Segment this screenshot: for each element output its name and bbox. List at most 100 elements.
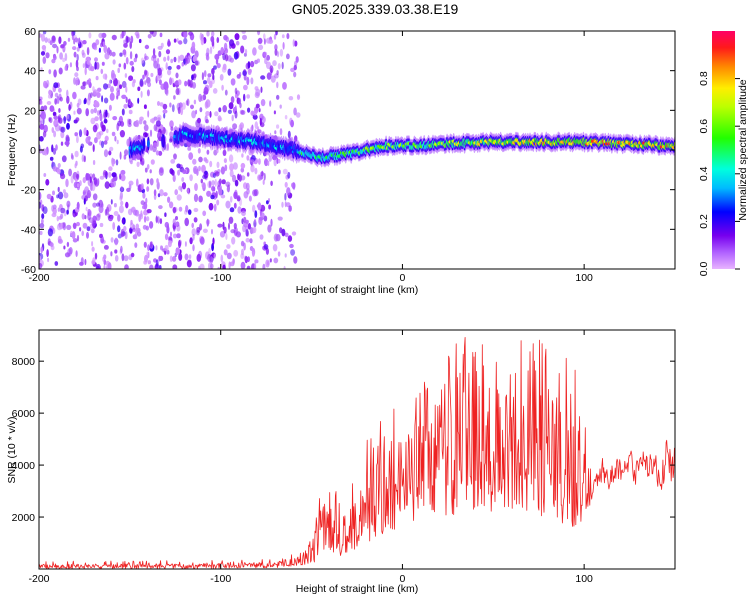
heatmap-cell bbox=[201, 164, 206, 173]
heatmap-cell bbox=[224, 164, 228, 172]
heatmap-cell bbox=[53, 69, 57, 78]
heatmap-cell bbox=[241, 218, 244, 225]
heatmap-cell bbox=[143, 124, 149, 132]
heatmap-cell bbox=[245, 229, 249, 237]
heatmap-cell bbox=[159, 102, 164, 107]
heatmap-cell bbox=[255, 103, 260, 109]
heatmap-cell bbox=[90, 108, 94, 114]
heatmap-cell bbox=[149, 221, 154, 229]
heatmap-cell bbox=[233, 249, 239, 257]
heatmap-cell bbox=[60, 173, 66, 180]
heatmap-cell bbox=[44, 37, 48, 43]
heatmap-cell bbox=[117, 120, 122, 127]
heatmap-cell bbox=[279, 128, 283, 136]
heatmap-cell bbox=[101, 203, 104, 208]
heatmap-cell bbox=[196, 253, 202, 262]
heatmap-cell bbox=[95, 263, 101, 269]
heatmap-cell bbox=[291, 231, 297, 236]
heatmap-cell bbox=[143, 120, 147, 125]
heatmap-cell bbox=[83, 127, 87, 136]
heatmap-cell bbox=[76, 183, 80, 188]
heatmap-cell bbox=[109, 49, 112, 57]
heatmap-cell bbox=[198, 165, 201, 172]
x-tick-label: 0 bbox=[400, 573, 406, 585]
heatmap-cell bbox=[159, 32, 163, 38]
heatmap-cell bbox=[216, 63, 221, 69]
heatmap-cell bbox=[94, 137, 98, 144]
heatmap-cell bbox=[206, 149, 210, 155]
heatmap-cell bbox=[173, 38, 177, 43]
heatmap-cell bbox=[170, 58, 174, 64]
heatmap-cell bbox=[198, 265, 201, 269]
heatmap-cell bbox=[94, 100, 100, 108]
heatmap-cell bbox=[72, 222, 77, 229]
heatmap-cell bbox=[259, 117, 262, 126]
heatmap-cell bbox=[270, 180, 273, 186]
heatmap-cell bbox=[92, 202, 97, 208]
heatmap-cell bbox=[182, 169, 187, 174]
heatmap-cell bbox=[147, 140, 150, 148]
heatmap-cell bbox=[136, 211, 139, 216]
heatmap-cell bbox=[199, 263, 205, 269]
heatmap-cell bbox=[64, 65, 68, 71]
heatmap-cell bbox=[209, 46, 213, 55]
heatmap-cell bbox=[92, 173, 96, 181]
heatmap-cell bbox=[184, 241, 187, 247]
heatmap-cell bbox=[206, 31, 210, 37]
heatmap-cell bbox=[276, 70, 279, 76]
heatmap-cell bbox=[194, 183, 198, 191]
heatmap-cell bbox=[284, 181, 288, 188]
heatmap-cell bbox=[111, 51, 116, 57]
heatmap-cell bbox=[43, 173, 47, 177]
heatmap-cell bbox=[94, 57, 98, 62]
heatmap-cell bbox=[211, 31, 215, 37]
heatmap-cell bbox=[120, 174, 126, 182]
heatmap-cell bbox=[140, 183, 144, 191]
y-tick-label: 40 bbox=[24, 66, 36, 78]
heatmap-cell bbox=[108, 104, 112, 111]
heatmap-cell bbox=[95, 39, 100, 46]
heatmap-cell bbox=[119, 84, 122, 89]
heatmap-cell bbox=[247, 68, 252, 75]
heatmap-cell bbox=[121, 80, 127, 89]
heatmap-cell bbox=[288, 96, 294, 101]
heatmap-cell bbox=[123, 62, 127, 70]
heatmap-cell bbox=[287, 130, 291, 139]
heatmap-cell bbox=[144, 55, 149, 61]
heatmap-cell bbox=[81, 213, 85, 220]
heatmap-cell bbox=[176, 38, 179, 43]
heatmap-cell bbox=[99, 233, 103, 239]
heatmap-cell bbox=[130, 35, 134, 44]
heatmap-cell bbox=[82, 40, 87, 45]
heatmap-cell bbox=[181, 102, 186, 110]
heatmap-cell bbox=[228, 222, 230, 230]
heatmap-cell bbox=[191, 222, 194, 229]
heatmap-cell bbox=[157, 57, 160, 64]
heatmap-cell bbox=[205, 159, 209, 164]
heatmap-cell bbox=[79, 145, 83, 153]
heatmap-cell bbox=[254, 121, 258, 130]
heatmap-cell bbox=[189, 237, 193, 245]
heatmap-cell bbox=[167, 65, 172, 71]
heatmap-cell bbox=[282, 42, 285, 50]
heatmap-cell bbox=[121, 94, 127, 100]
heatmap-cell bbox=[137, 227, 141, 234]
heatmap-cell bbox=[55, 144, 58, 151]
heatmap-cell bbox=[163, 113, 166, 119]
heatmap-cell bbox=[125, 35, 129, 44]
heatmap-cell bbox=[79, 261, 84, 266]
heatmap-cell bbox=[165, 62, 168, 70]
heatmap-cell bbox=[184, 217, 189, 227]
heatmap-cell bbox=[104, 52, 110, 60]
heatmap-cell bbox=[146, 178, 150, 185]
heatmap-cell bbox=[269, 100, 272, 107]
heatmap-cell bbox=[146, 209, 152, 214]
heatmap-cell bbox=[178, 240, 181, 249]
heatmap-cell bbox=[108, 150, 112, 156]
heatmap-cell bbox=[124, 264, 129, 269]
heatmap-cell bbox=[290, 249, 296, 256]
heatmap-cell bbox=[225, 233, 228, 240]
heatmap-cell bbox=[69, 62, 72, 68]
heatmap-cell bbox=[56, 46, 59, 54]
heatmap-cell bbox=[235, 231, 241, 238]
